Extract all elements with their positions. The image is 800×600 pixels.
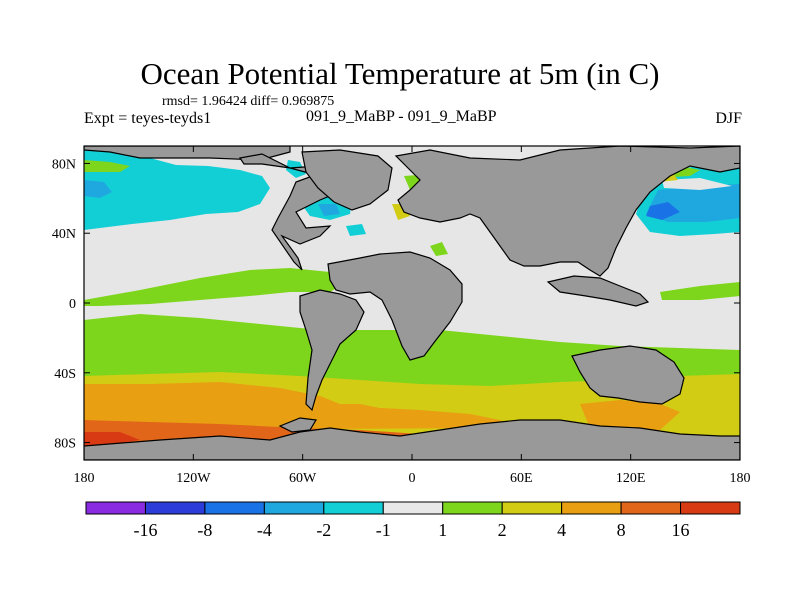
y-tick-label: 40S	[54, 367, 76, 382]
southeast-asia-land	[546, 275, 650, 307]
colorbar-swatch	[620, 501, 682, 515]
south-hottest-patch	[84, 432, 140, 446]
x-axis-ticks: 180 120W 60W 0 60E 120E 180	[74, 146, 751, 486]
colorbar-swatch	[85, 501, 146, 515]
land-mask	[84, 146, 740, 460]
chart-title: Ocean Potential Temperature at 5m (in C)	[140, 56, 660, 91]
colorbar-label: -2	[316, 520, 331, 540]
colorbar-swatch	[680, 501, 741, 515]
colorbar-swatch	[144, 501, 206, 515]
colorbar-label: -1	[376, 520, 391, 540]
colorbar-swatch	[382, 501, 444, 515]
y-axis-ticks: 80N 40N 0 40S 80S	[52, 157, 740, 452]
y-tick-label: 0	[69, 297, 76, 312]
x-tick-label: 180	[730, 471, 751, 486]
x-tick-label: 120W	[176, 471, 211, 486]
north-africa-warm-patch	[430, 242, 448, 256]
colorbar-swatch	[501, 501, 563, 515]
x-tick-label: 120E	[616, 471, 646, 486]
colorbar-label: 8	[617, 520, 626, 540]
colorbar-label: -4	[257, 520, 272, 540]
mid-atlantic-cool-patch	[346, 224, 366, 236]
australia-land	[571, 345, 685, 405]
south-warm-band-8	[84, 382, 520, 430]
colorbar-label: -16	[133, 520, 157, 540]
colorbar-swatch	[323, 501, 384, 515]
y-tick-label: 80S	[54, 437, 76, 452]
experiment-label: Expt = teyes-teyds1	[84, 110, 212, 127]
north-pacific-cold-core	[84, 180, 112, 198]
colorbar: -16 -8 -4 -2 -1 1 2 4 8 16	[85, 501, 741, 540]
season-label: DJF	[715, 110, 742, 127]
x-tick-label: 0	[409, 471, 416, 486]
antarctic-peninsula-land	[278, 417, 317, 433]
eurasia-land	[394, 146, 740, 277]
colorbar-label: 16	[672, 520, 690, 540]
south-america-land	[299, 289, 365, 412]
y-tick-label: 80N	[52, 157, 76, 172]
colorbar-label: 4	[557, 520, 566, 540]
arctic-land	[84, 146, 291, 161]
africa-land	[327, 251, 463, 361]
x-tick-label: 60E	[510, 471, 533, 486]
x-tick-label: 60W	[289, 471, 317, 486]
colorbar-swatch	[263, 501, 325, 515]
south-indian-warm-patch	[580, 400, 680, 434]
colorbar-label: 1	[438, 520, 447, 540]
greenland-land	[301, 149, 393, 211]
west-pacific-warm-band	[660, 282, 740, 300]
north-atlantic-cold-core	[318, 204, 340, 216]
north-pacific-cool-band	[84, 148, 270, 230]
colorbar-swatch	[442, 501, 503, 515]
north-tropical-warm-band	[84, 268, 350, 306]
x-tick-label: 180	[74, 471, 95, 486]
center-label: 091_9_MaBP - 091_9_MaBP	[306, 108, 497, 125]
colorbar-label: 2	[498, 520, 507, 540]
colorbar-swatch	[561, 501, 622, 515]
y-tick-label: 40N	[52, 227, 76, 242]
antarctica-land	[84, 419, 740, 460]
nw-pacific-neutral-streak	[662, 178, 732, 190]
north-pacific-warm-patch	[84, 160, 130, 172]
stats-label: rmsd= 1.96424 diff= 0.969875	[162, 94, 335, 109]
colorbar-label: -8	[197, 520, 212, 540]
nw-pacific-coldest-core	[646, 202, 680, 220]
colorbar-swatch	[204, 501, 265, 515]
